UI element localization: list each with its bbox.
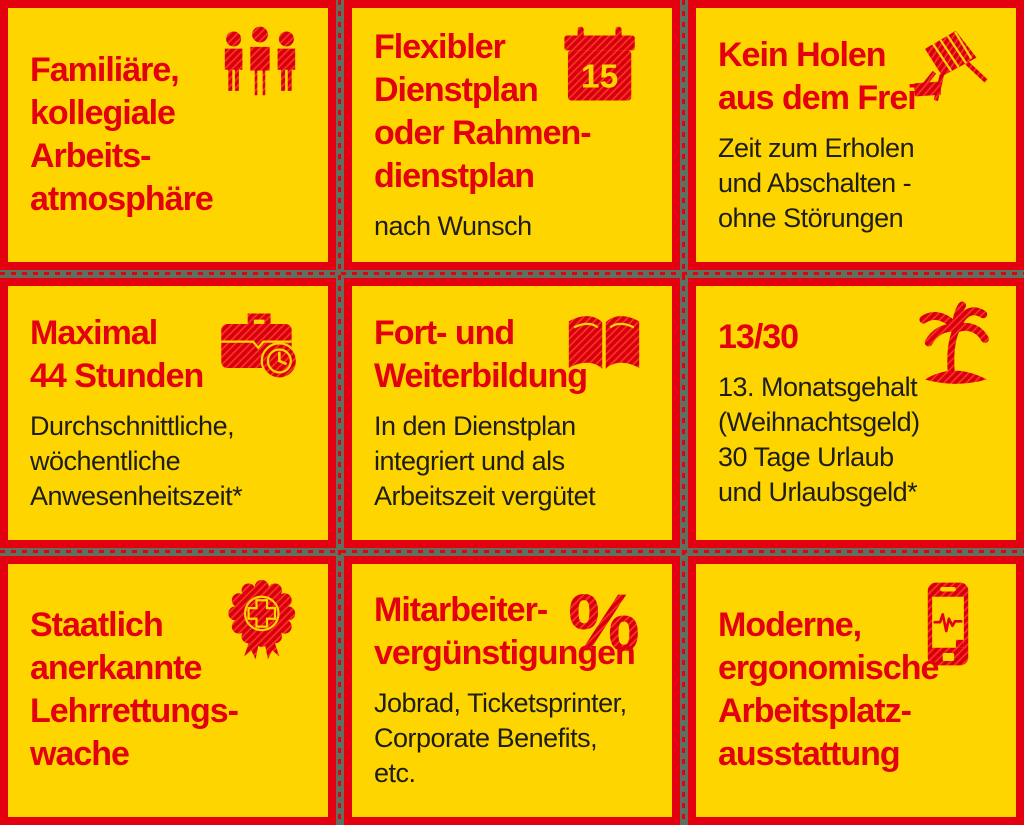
card-subtitle: nach Wunsch [374, 211, 532, 241]
benefit-card-dienstplan: 15 Flexibler Dienstplan oder Rahmen- die… [344, 0, 680, 270]
deck-chair-icon [904, 22, 992, 114]
benefit-card-fort-und-weiterbildung: Fort- und Weiterbildung In den Dienstpla… [344, 278, 680, 548]
percent-icon: % [560, 578, 648, 670]
benefit-card-maximal-44-stunden: Maximal 44 Stunden Durchschnittliche, wö… [0, 278, 336, 548]
card-title: Mitarbeiter- vergünstigungen [374, 591, 636, 673]
card-title: 13/30 [718, 317, 799, 356]
card-subtitle: 13. Monatsgehalt (Weihnachtsgeld) 30 Tag… [718, 371, 920, 507]
card-title: Kein Holen aus dem Frei [718, 36, 917, 117]
card-title: Moderne, ergonomische Arbeitsplatz- auss… [718, 606, 939, 774]
card-subtitle: In den Dienstplan integriert und als Arb… [374, 410, 596, 511]
benefit-card-arbeitsplatzausstattung: Moderne, ergonomische Arbeitsplatz- auss… [688, 555, 1024, 825]
card-title: Fort- und Weiterbildung [374, 313, 588, 395]
benefit-card-kein-holen-aus-dem-frei: Kein Holen aus dem Frei Zeit zum Erholen… [688, 0, 1024, 270]
calendar-day-number: 15 [581, 58, 618, 95]
card-title: Maximal 44 Stunden [30, 313, 204, 395]
card-title: Familiäre, kollegiale Arbeits- atmosphär… [30, 51, 214, 218]
palm-island-icon [904, 300, 992, 392]
card-title: Flexibler Dienstplan oder Rahmen- dienst… [374, 28, 592, 195]
card-subtitle: Durchschnittliche, wöchentliche Anwesenh… [30, 410, 243, 511]
card-title: Staatlich anerkannte Lehrrettungs- wache [30, 606, 239, 774]
smartphone-icon [904, 578, 992, 670]
card-subtitle: Zeit zum Erholen und Abschalten - ohne S… [718, 133, 915, 233]
benefit-card-arbeitsatmosphaere: Familiäre, kollegiale Arbeits- atmosphär… [0, 0, 336, 270]
award-badge-icon [216, 578, 304, 670]
people-group-icon [216, 22, 304, 114]
card-subtitle: Jobrad, Ticketsprinter, Corporate Benefi… [374, 688, 627, 789]
percent-glyph: % [568, 578, 640, 668]
benefit-card-lehrrettungswache: Staatlich anerkannte Lehrrettungs- wache [0, 555, 336, 825]
open-book-icon [560, 300, 648, 392]
benefit-card-13-30: 13/30 13. Monatsgehalt (Weihnachtsgeld) … [688, 278, 1024, 548]
benefit-card-mitarbeiterverguenstigungen: % Mitarbeiter- vergünstigungen Jobrad, T… [344, 555, 680, 825]
calendar-icon: 15 [560, 22, 648, 114]
briefcase-clock-icon [216, 300, 304, 392]
